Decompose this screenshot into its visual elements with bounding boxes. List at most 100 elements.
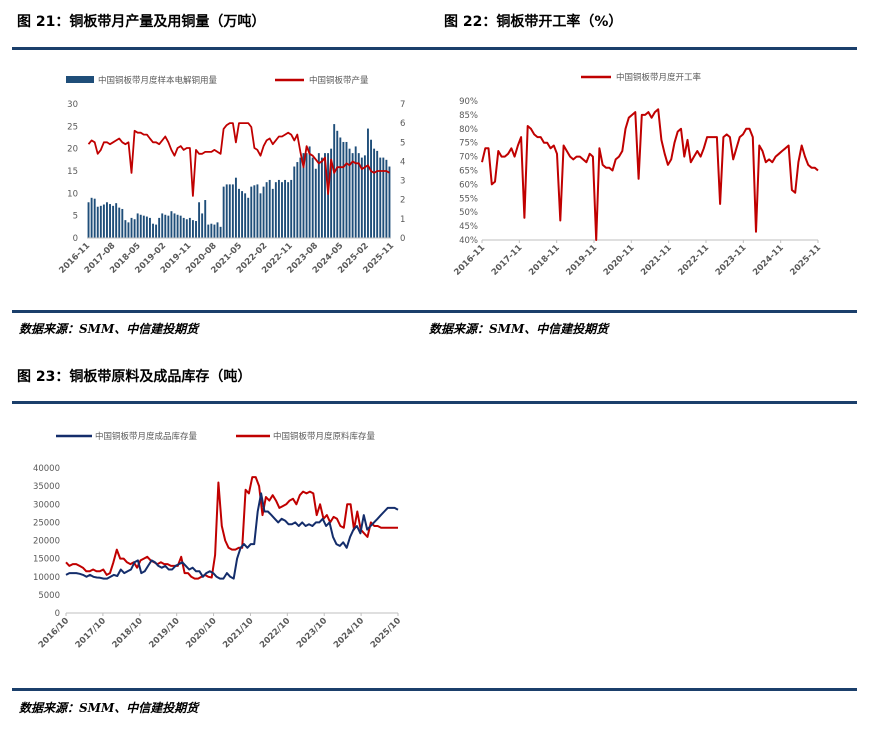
fig21-bar <box>342 141 345 238</box>
fig23-x-tick: 2022/10 <box>258 616 292 650</box>
fig21-bar <box>345 141 348 238</box>
fig21-bar <box>271 188 274 238</box>
fig23-finished-inventory-line <box>65 492 399 580</box>
fig21-y-left-tick: 20 <box>67 145 78 155</box>
fig21-bar <box>219 226 222 238</box>
fig22-y-tick: 55% <box>459 194 478 204</box>
fig22-y-tick: 60% <box>459 180 478 190</box>
fig21-y-right-tick: 0 <box>400 234 405 244</box>
fig21-bar <box>185 219 188 238</box>
fig21-bar <box>363 155 366 238</box>
fig21-bar <box>277 179 280 238</box>
fig21-bar <box>222 186 225 238</box>
fig21-bar <box>164 214 167 238</box>
fig22-utilization-line <box>481 108 819 241</box>
fig21-bar <box>170 211 173 238</box>
fig22-bottom-rule <box>424 310 857 313</box>
fig21-bar <box>118 207 121 238</box>
fig21-bar <box>201 213 204 238</box>
fig21-bar <box>130 217 133 238</box>
fig21-y-right-tick: 7 <box>400 100 405 110</box>
fig21-title: 图 21：铜板带月产量及用铜量（万吨） <box>17 14 266 30</box>
fig21-bar <box>354 146 357 238</box>
fig21-bar <box>333 124 336 238</box>
fig22-x-tick: 2020-11 <box>602 243 637 278</box>
fig21-bar <box>385 159 388 238</box>
fig21-bar <box>244 193 247 238</box>
fig21-bar <box>330 148 333 238</box>
fig22-source: 数据来源：SMM、中信建投期货 <box>429 322 609 336</box>
fig21-chart-panel: 中国铜板带月度样本电解铜用量 中国铜板带产量 0 5 10 15 20 25 30 0 1 2 3 4 5 6… <box>57 64 420 290</box>
fig21-bar <box>158 217 161 238</box>
fig21-bar <box>121 208 124 238</box>
fig21-bar <box>109 204 111 238</box>
fig21-top-rule <box>12 47 430 50</box>
fig21-bar <box>238 188 240 238</box>
fig21-chart: 中国铜板带月度样本电解铜用量 中国铜板带产量 0 5 10 15 20 25 30 0 1 2 3 4 5 6… <box>57 75 405 276</box>
fig21-bar <box>308 146 311 238</box>
fig21-bar <box>327 153 330 238</box>
fig21-bar <box>367 128 369 238</box>
fig23-x-tick: 2017/10 <box>74 616 108 650</box>
fig21-y-left-tick: 15 <box>67 167 78 177</box>
fig21-bar <box>262 186 265 238</box>
fig21-bar <box>370 139 372 238</box>
fig22-top-rule <box>424 47 857 50</box>
fig21-bar <box>152 223 154 238</box>
fig21-bar <box>90 197 93 238</box>
fig23-x-tick: 2020/10 <box>184 616 218 650</box>
fig23-y-tick: 20000 <box>33 537 60 547</box>
fig21-bar <box>188 217 191 238</box>
fig21-bar <box>259 193 262 238</box>
fig21-bar <box>253 185 256 238</box>
fig21-bar <box>167 215 170 238</box>
fig21-bar <box>124 220 127 238</box>
fig22-x-tick: 2019-11 <box>564 243 599 278</box>
fig21-bar <box>148 217 151 238</box>
fig21-bar <box>179 215 182 238</box>
fig22-x-tick: 2018-11 <box>527 243 562 278</box>
fig21-output-line <box>87 122 390 197</box>
fig21-bar <box>336 130 339 238</box>
fig21-bar <box>287 182 290 238</box>
fig21-bar <box>182 217 185 238</box>
fig21-bar <box>139 214 142 238</box>
fig21-bar <box>99 205 102 238</box>
fig23-x-tick: 2021/10 <box>221 616 255 650</box>
fig21-bar <box>136 213 139 238</box>
fig21-bar <box>379 157 382 238</box>
fig22-x-tick: 2016-11 <box>452 243 487 278</box>
fig21-bar <box>293 166 296 238</box>
fig21-bar <box>357 153 360 238</box>
fig21-bar <box>207 224 210 238</box>
fig21-bar <box>247 197 250 238</box>
fig21-y-right-tick: 5 <box>400 138 405 148</box>
fig22-y-tick: 80% <box>459 125 478 135</box>
fig23-chart: 中国铜板带月度成品库存量 中国铜板带月度原料库存量 0 5000 10000 15000 2… <box>33 431 403 650</box>
fig22-y-tick: 65% <box>459 167 478 177</box>
fig21-bar <box>145 216 148 238</box>
fig21-bar <box>290 179 293 238</box>
fig21-y-right-tick: 4 <box>400 157 405 167</box>
fig21-bar <box>360 157 363 238</box>
fig23-y-tick: 5000 <box>38 591 60 601</box>
fig21-bar <box>388 166 391 238</box>
fig21-bar <box>320 157 323 238</box>
fig21-bar <box>228 184 231 238</box>
fig21-bar <box>142 215 145 238</box>
fig23-raw-inventory-line <box>65 476 398 580</box>
fig21-bar <box>115 203 118 238</box>
fig21-bar <box>265 182 268 238</box>
fig23-x-tick: 2018/10 <box>111 616 145 650</box>
fig21-y-right-tick: 2 <box>400 196 405 206</box>
fig23-y-tick: 30000 <box>33 500 60 510</box>
fig21-bar <box>284 179 287 238</box>
fig21-bar <box>299 157 302 238</box>
fig21-y-left-tick: 10 <box>67 189 78 199</box>
fig22-y-tick: 90% <box>459 97 478 107</box>
fig22-x-tick: 2022-11 <box>676 243 711 278</box>
fig21-bar <box>324 153 326 238</box>
fig21-legend-label-usage: 中国铜板带月度样本电解铜用量 <box>98 75 218 86</box>
fig21-y-right-tick: 1 <box>400 215 405 225</box>
fig21-bar <box>225 184 228 238</box>
